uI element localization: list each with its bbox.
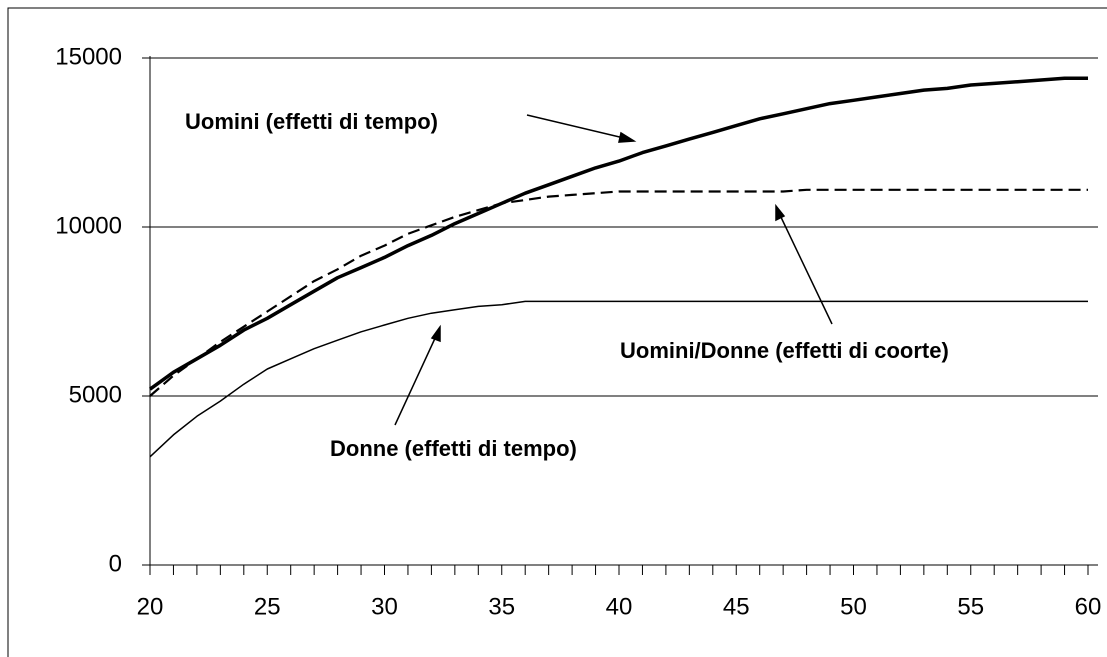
series-line (149, 188, 1088, 397)
x-tick-label: 35 (488, 593, 515, 620)
series-label: Uomini/Donne (effetti di coorte) (620, 338, 949, 363)
arrow (526, 114, 629, 140)
annotation-arrows (394, 114, 833, 426)
arrow-head (430, 324, 441, 343)
series-line (149, 300, 1088, 458)
chart-frame (7, 7, 1107, 657)
y-tick-label: 15000 (55, 43, 122, 70)
x-tick-label: 20 (137, 593, 164, 620)
x-tick-label: 25 (254, 593, 281, 620)
x-tick-label: 55 (957, 593, 984, 620)
y-tick-label: 10000 (55, 212, 122, 239)
x-tick-label: 50 (840, 593, 867, 620)
arrow-head (618, 131, 637, 143)
series-label: Uomini (effetti di tempo) (185, 109, 438, 134)
arrow (778, 212, 833, 325)
x-tick-label: 30 (371, 593, 398, 620)
arrow-head (775, 203, 786, 222)
x-tick-label: 45 (723, 593, 750, 620)
series-line (148, 76, 1088, 391)
y-tick-label: 0 (109, 550, 122, 577)
series-label: Donne (effetti di tempo) (330, 436, 577, 461)
x-tick-label: 60 (1075, 593, 1102, 620)
arrow (394, 333, 438, 426)
y-tick-label: 5000 (69, 381, 122, 408)
x-tick-label: 40 (606, 593, 633, 620)
